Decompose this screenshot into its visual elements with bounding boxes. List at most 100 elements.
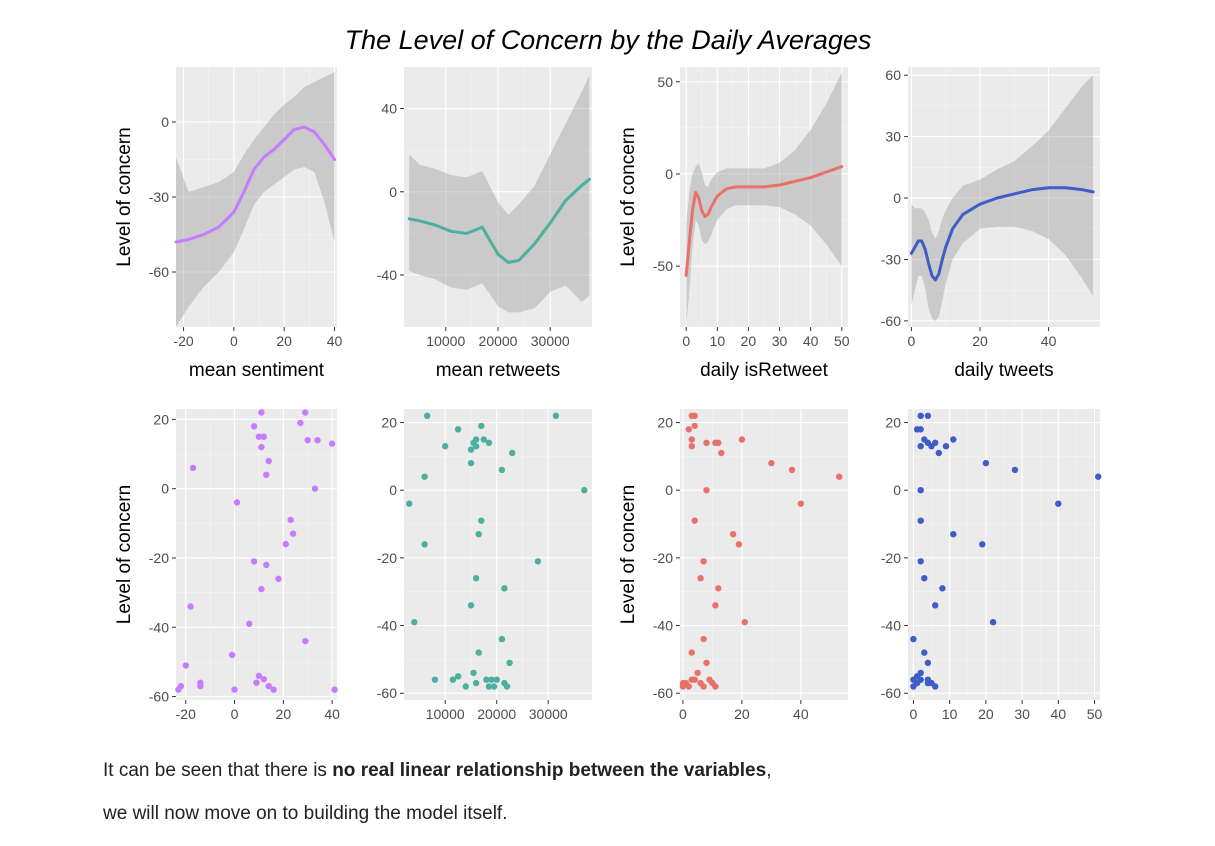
scatter-tweets-tick-label-x: 0 <box>910 706 918 722</box>
scatter-tweets-point <box>917 426 924 433</box>
scatter-retweets-tick-label-y: -40 <box>377 618 397 634</box>
scatter-isretweet-point <box>688 443 695 450</box>
scatter-sentiment-point <box>263 471 270 478</box>
scatter-retweets-point <box>478 517 485 524</box>
scatter-tweets-point <box>950 436 957 443</box>
scatter-retweets-point <box>552 412 560 419</box>
scatter-isretweet-tick-label-y: -20 <box>653 550 673 566</box>
scatter-sentiment-tick-label-y: -40 <box>149 619 169 635</box>
scatter-isretweet-background <box>680 409 848 700</box>
scatter-isretweet-point <box>703 439 710 446</box>
smooth-sentiment-tick-label-x: 40 <box>327 333 343 349</box>
smooth-tweets-tick-label-y: 60 <box>885 67 901 83</box>
scatter-sentiment-tick-label-y: -60 <box>149 689 169 705</box>
scatter-retweets-tick-label-y: -60 <box>377 685 397 701</box>
scatter-isretweet-tick-label-x: 0 <box>679 706 687 722</box>
scatter-tweets-point <box>979 541 986 548</box>
scatter-isretweet-point <box>700 683 707 690</box>
scatter-retweets-point <box>462 683 469 690</box>
scatter-retweets-point <box>480 436 487 443</box>
scatter-tweets-point <box>917 443 924 450</box>
scatter-isretweet-point <box>735 541 743 548</box>
scatter-isretweet-tick-label-y: -40 <box>653 618 673 634</box>
scatter-sentiment-point <box>302 409 309 416</box>
scatter-retweets-point <box>411 619 418 626</box>
scatter-tweets-tick-label-x: 10 <box>942 706 958 722</box>
scatter-isretweet-point <box>712 683 719 690</box>
scatter-retweets-point <box>472 443 480 450</box>
scatter-tweets-point <box>917 558 924 565</box>
smooth-sentiment-smooth-line <box>174 125 336 244</box>
smooth-sentiment-tick-label-y: -30 <box>149 189 169 205</box>
scatter-tweets-panel: 0 10 20 30 40 50 -60 -40 -20 0 20 <box>881 409 1103 722</box>
scatter-tweets-tick-label-y: 0 <box>893 482 901 498</box>
scatter-retweets-point <box>475 649 482 656</box>
scatter-retweets-point <box>485 683 493 690</box>
smooth-isretweet-tick-label-y: -50 <box>653 258 673 274</box>
scatter-retweets-point <box>498 635 506 643</box>
scatter-retweets-tick-label-y: -20 <box>377 550 397 566</box>
smooth-isretweet-confidence-band <box>686 72 842 326</box>
conclusion-text-start: It can be seen that there is <box>103 760 333 781</box>
smooth-sentiment-tick-label-y: -60 <box>149 264 169 280</box>
scatter-tweets-point <box>939 585 946 592</box>
scatter-sentiment-tick-label-y: -20 <box>149 550 169 566</box>
scatter-retweets-point <box>467 602 475 609</box>
scatter-tweets-tick-label-x: 30 <box>1014 706 1030 722</box>
scatter-retweets-tick-label-x: 10000 <box>426 706 465 722</box>
smooth-sentiment-x-axis-title: mean sentiment <box>189 360 325 381</box>
scatter-retweets-point <box>472 575 480 582</box>
scatter-retweets-point <box>503 683 511 690</box>
scatter-sentiment-point <box>287 516 294 524</box>
scatter-retweets-background <box>404 409 592 700</box>
scatter-isretweet-point <box>691 412 698 419</box>
scatter-isretweet-point <box>688 436 695 443</box>
smooth-tweets-tick-label-y: 30 <box>885 129 901 145</box>
smooth-retweets-x-axis-title: mean retweets <box>436 360 561 381</box>
smooth-retweets-tick-label-x: 30000 <box>531 333 570 349</box>
scatter-isretweet-point <box>685 426 692 433</box>
conclusion-line-2: we will now move on to building the mode… <box>103 803 508 824</box>
scatter-tweets-tick-label-y: -20 <box>881 550 901 566</box>
scatter-sentiment-point <box>182 662 189 669</box>
scatter-sentiment-point <box>263 561 270 569</box>
scatter-sentiment-point <box>228 651 236 659</box>
scatter-isretweet-tick-label-y: 0 <box>665 482 673 498</box>
scatter-tweets-tick-label-x: 20 <box>978 706 994 722</box>
scatter-isretweet-point <box>797 500 804 507</box>
scatter-sentiment-tick-label-x: 20 <box>276 706 292 722</box>
scatter-sentiment-point <box>175 686 182 693</box>
smooth-sentiment-tick-label-x: 20 <box>276 333 292 349</box>
scatter-isretweet-point <box>738 436 746 443</box>
scatter-isretweet-point <box>836 473 843 480</box>
scatter-retweets-point <box>421 541 428 548</box>
smooth-retweets-tick-label-x: 10000 <box>426 333 465 349</box>
scatter-sentiment-point <box>197 682 204 690</box>
smooth-tweets-smooth-line <box>909 186 1095 282</box>
scatter-sentiment-point <box>258 585 265 593</box>
scatter-tweets-point <box>932 602 939 609</box>
smooth-isretweet-y-axis-title: Level of concern <box>618 127 639 266</box>
scatter-tweets-point <box>917 517 924 524</box>
scatter-tweets-point <box>1095 473 1102 480</box>
scatter-sentiment-point <box>258 443 265 451</box>
scatter-retweets-point <box>431 676 439 683</box>
scatter-tweets-point <box>921 575 928 582</box>
scatter-sentiment-background <box>176 409 337 700</box>
scatter-isretweet-panel: 0 20 40 -60 -40 -20 0 20 Level of concern <box>618 409 848 722</box>
scatter-isretweet-point <box>741 619 748 626</box>
scatter-sentiment-point <box>265 682 272 690</box>
scatter-sentiment-point <box>246 620 253 627</box>
scatter-sentiment-point <box>282 540 289 548</box>
smooth-tweets-tick-label-x: 20 <box>972 333 988 349</box>
smooth-tweets-tick-label-x: 40 <box>1041 333 1057 349</box>
scatter-sentiment-point <box>328 440 336 447</box>
scatter-sentiment-panel: -20 0 20 40 -60 -40 -20 0 20 Level of concern <box>114 409 340 722</box>
scatter-sentiment-point <box>255 433 263 440</box>
scatter-isretweet-y-axis-title: Level of concern <box>618 485 639 624</box>
scatter-sentiment-y-axis-title: Level of concern <box>114 485 135 624</box>
scatter-retweets-point <box>485 439 493 446</box>
scatter-retweets-point <box>478 422 485 430</box>
scatter-sentiment-point <box>297 419 304 427</box>
